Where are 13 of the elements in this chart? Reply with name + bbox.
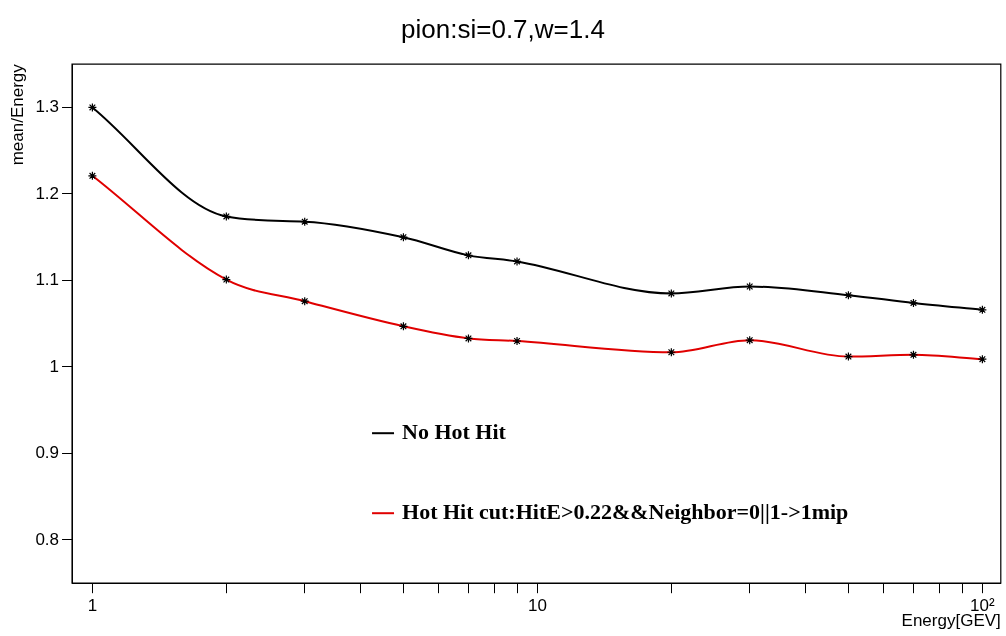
- y-tick-label: 1.2: [35, 183, 60, 203]
- y-axis-title: mean/Energy: [7, 63, 27, 166]
- legend-label: No Hot Hit: [402, 418, 507, 444]
- y-tick-label: 1.3: [35, 97, 60, 117]
- y-tick-label: 1: [49, 356, 60, 376]
- x-tick-label: 10: [527, 596, 547, 616]
- y-tick-label: 1.1: [35, 270, 60, 290]
- chart-title: pion:si=0.7,w=1.4: [401, 13, 605, 44]
- x-axis-title: Energy[GEV]: [901, 611, 1001, 631]
- x-tick-label: 1: [87, 596, 98, 616]
- y-tick-label: 0.8: [35, 529, 60, 549]
- y-tick-label: 0.9: [35, 443, 60, 463]
- legend-label: Hot Hit cut:HitE>0.22&&Neighbor=0||1->1mip: [402, 498, 849, 524]
